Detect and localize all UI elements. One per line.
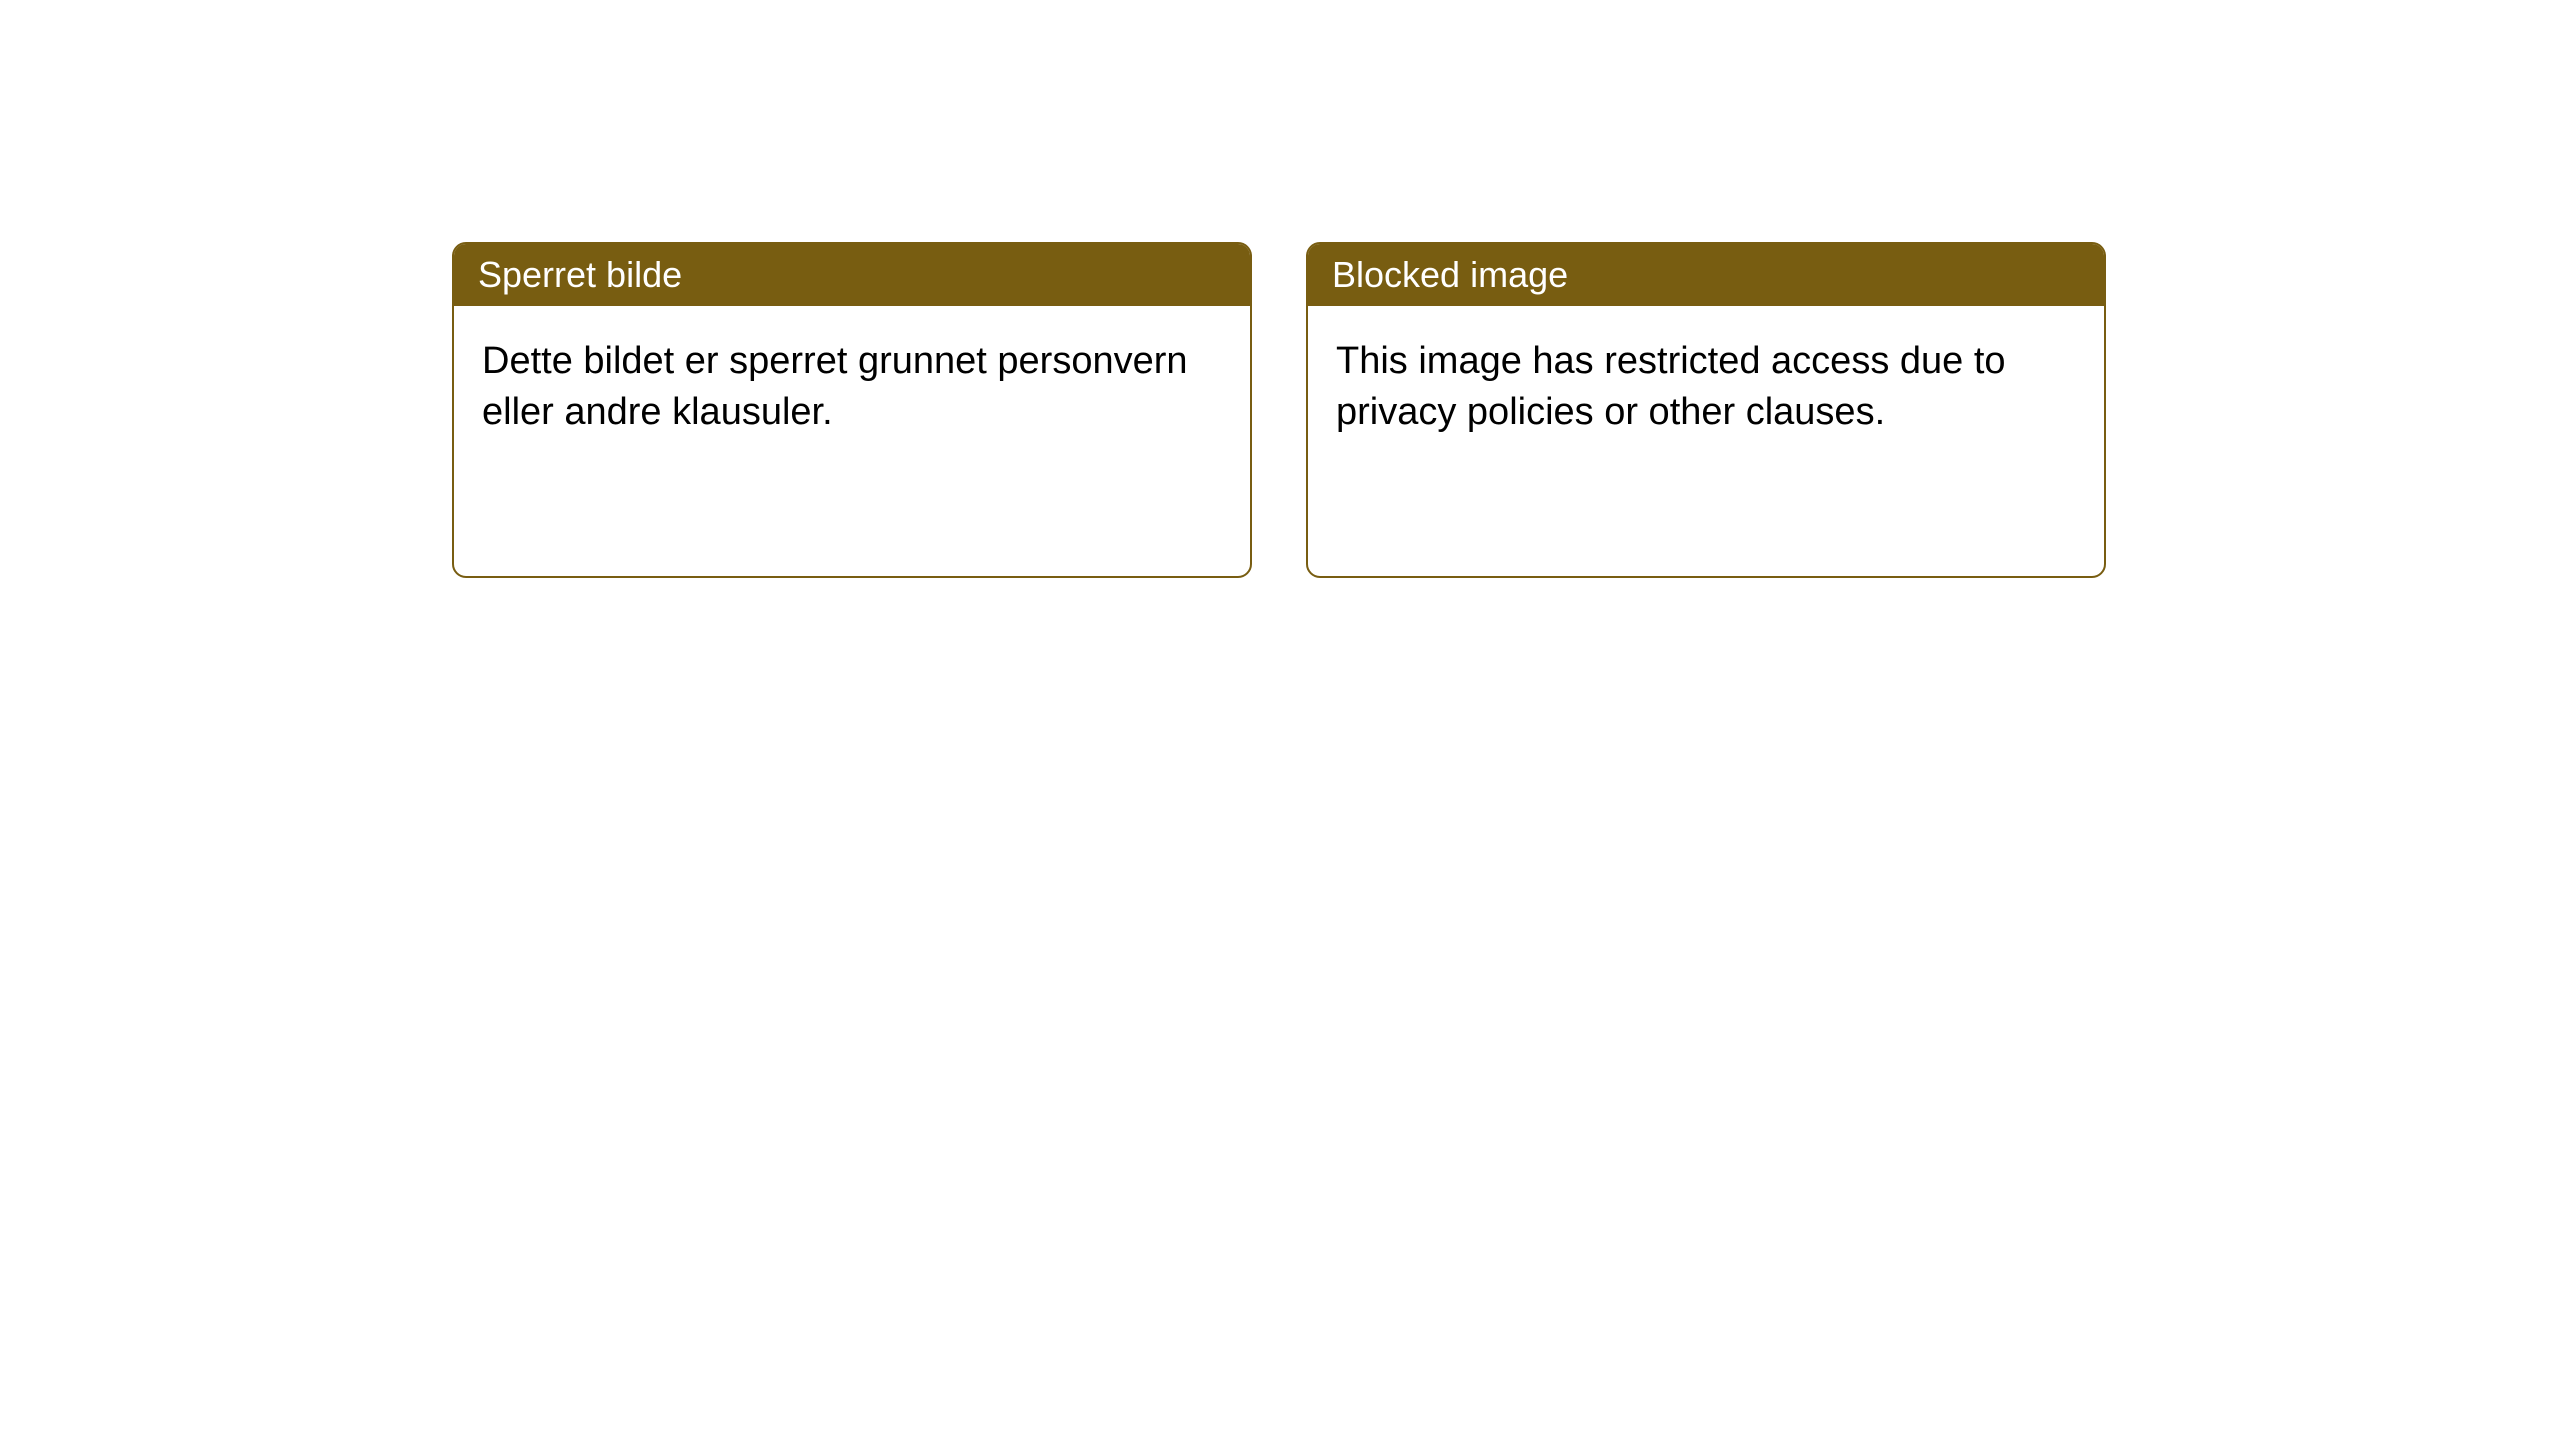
notice-header-no: Sperret bilde <box>454 244 1250 306</box>
notice-card-no: Sperret bilde Dette bildet er sperret gr… <box>452 242 1252 578</box>
notice-body-en: This image has restricted access due to … <box>1308 306 2104 576</box>
notice-body-no: Dette bildet er sperret grunnet personve… <box>454 306 1250 576</box>
notice-container: Sperret bilde Dette bildet er sperret gr… <box>452 242 2106 578</box>
notice-card-en: Blocked image This image has restricted … <box>1306 242 2106 578</box>
notice-header-en: Blocked image <box>1308 244 2104 306</box>
